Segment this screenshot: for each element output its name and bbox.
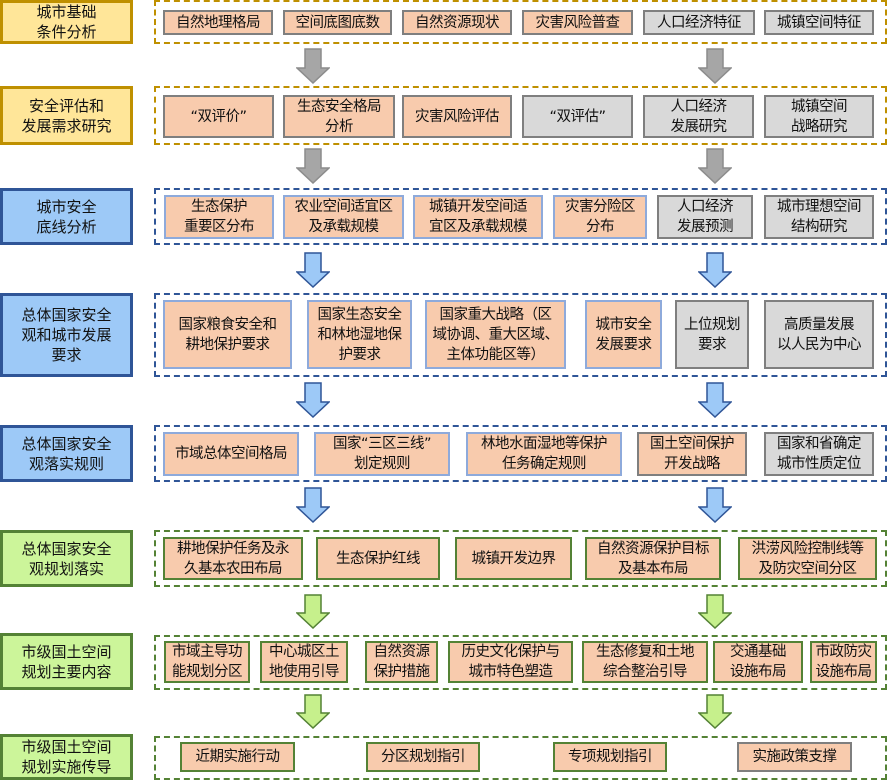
stage-item: “双评价” — [163, 95, 274, 138]
stage-item: 生态安全格局 分析 — [283, 95, 395, 138]
stage-item: 生态保护 重要区分布 — [164, 195, 274, 239]
stage-item: 上位规划 要求 — [675, 300, 749, 369]
down-arrow-icon — [698, 252, 732, 288]
stage-item: 灾害分险区 分布 — [553, 195, 647, 239]
stage-item: 实施政策支撑 — [737, 742, 852, 772]
stage-item: 自然资源 保护措施 — [365, 641, 438, 683]
stage-item: 人口经济特征 — [643, 10, 755, 35]
stage-item: 灾害风险评估 — [402, 95, 512, 138]
stage-label: 城市基础 条件分析 — [0, 0, 133, 44]
stage-item: 自然地理格局 — [163, 10, 273, 35]
stage-label: 城市安全 底线分析 — [0, 188, 133, 245]
stage-item: 农业空间适宜区 及承载规模 — [283, 195, 404, 239]
stage-item: 交通基础 设施布局 — [713, 641, 803, 683]
stage-label: 市级国土空间 规划主要内容 — [0, 633, 133, 690]
arrow-shape — [698, 48, 732, 84]
arrow-shape — [698, 487, 732, 523]
stage-item: 高质量发展 以人民为中心 — [764, 300, 874, 369]
stage-item: 国家生态安全 和林地湿地保 护要求 — [307, 300, 412, 369]
stage-item: 市域总体空间格局 — [163, 432, 299, 476]
stage-group — [154, 635, 887, 690]
down-arrow-icon — [698, 694, 732, 729]
stage-label: 总体国家安全 观落实规则 — [0, 425, 133, 482]
down-arrow-icon — [296, 48, 330, 84]
stage-item: 国家“三区三线” 划定规则 — [314, 432, 450, 476]
arrow-shape — [296, 594, 330, 629]
arrow-shape — [698, 148, 732, 184]
stage-group — [154, 530, 887, 587]
stage-item: 国家粮食安全和 耕地保护要求 — [163, 300, 292, 369]
stage-label: 总体国家安全 观规划落实 — [0, 530, 133, 587]
stage-label: 安全评估和 发展需求研究 — [0, 86, 133, 145]
stage-item: 人口经济 发展预测 — [657, 195, 753, 239]
down-arrow-icon — [698, 382, 732, 418]
down-arrow-icon — [296, 487, 330, 523]
down-arrow-icon — [296, 694, 330, 729]
stage-item: 洪涝风险控制线等 及防灾空间分区 — [738, 537, 877, 580]
stage-item: 市域主导功 能规划分区 — [164, 641, 250, 683]
arrow-shape — [296, 48, 330, 84]
stage-item: 专项规划指引 — [553, 742, 667, 772]
stage-item: 城镇空间 战略研究 — [764, 95, 874, 138]
down-arrow-icon — [296, 148, 330, 184]
stage-label: 市级国土空间 规划实施传导 — [0, 734, 133, 780]
stage-item: 市政防灾 设施布局 — [810, 641, 877, 683]
stage-item: 国家重大战略（区 域协调、重大区域、 主体功能区等） — [425, 300, 566, 369]
stage-item: “双评估” — [522, 95, 633, 138]
stage-item: 国土空间保护 开发战略 — [637, 432, 747, 476]
stage-group — [154, 86, 887, 145]
stage-item: 国家和省确定 城市性质定位 — [764, 432, 874, 476]
arrow-shape — [296, 148, 330, 184]
stage-item: 近期实施行动 — [180, 742, 295, 772]
stage-item: 中心城区土 地使用引导 — [260, 641, 348, 683]
stage-item: 林地水面湿地等保护 任务确定规则 — [466, 432, 622, 476]
stage-group — [154, 425, 887, 482]
stage-group — [154, 188, 887, 245]
stage-item: 人口经济 发展研究 — [643, 95, 754, 138]
stage-item: 城镇空间特征 — [764, 10, 874, 35]
arrow-shape — [296, 694, 330, 729]
stage-item: 生态修复和土地 综合整治引导 — [582, 641, 708, 683]
stage-item: 历史文化保护与 城市特色塑造 — [448, 641, 573, 683]
arrow-shape — [698, 382, 732, 418]
down-arrow-icon — [698, 487, 732, 523]
stage-item: 自然资源保护目标 及基本布局 — [585, 537, 721, 580]
arrow-shape — [698, 694, 732, 729]
stage-item: 空间底图底数 — [283, 10, 392, 35]
down-arrow-icon — [296, 252, 330, 288]
stage-label: 总体国家安全 观和城市发展 要求 — [0, 293, 133, 377]
down-arrow-icon — [698, 48, 732, 84]
arrow-shape — [296, 252, 330, 288]
arrow-shape — [296, 487, 330, 523]
down-arrow-icon — [296, 594, 330, 629]
stage-item: 自然资源现状 — [402, 10, 512, 35]
down-arrow-icon — [698, 148, 732, 184]
stage-item: 城镇开发空间适 宜区及承载规模 — [413, 195, 543, 239]
stage-item: 灾害风险普查 — [522, 10, 633, 35]
stage-item: 分区规划指引 — [366, 742, 480, 772]
stage-item: 城市理想空间 结构研究 — [764, 195, 874, 239]
stage-item: 城镇开发边界 — [455, 537, 572, 580]
arrow-shape — [698, 252, 732, 288]
stage-item: 城市安全 发展要求 — [585, 300, 662, 369]
stage-group — [154, 293, 887, 377]
stage-item: 生态保护红线 — [316, 537, 440, 580]
down-arrow-icon — [296, 382, 330, 418]
stage-group — [154, 0, 887, 44]
stage-group — [154, 736, 887, 780]
arrow-shape — [296, 382, 330, 418]
arrow-shape — [698, 594, 732, 629]
stage-item: 耕地保护任务及永 久基本农田布局 — [163, 537, 303, 580]
down-arrow-icon — [698, 594, 732, 629]
